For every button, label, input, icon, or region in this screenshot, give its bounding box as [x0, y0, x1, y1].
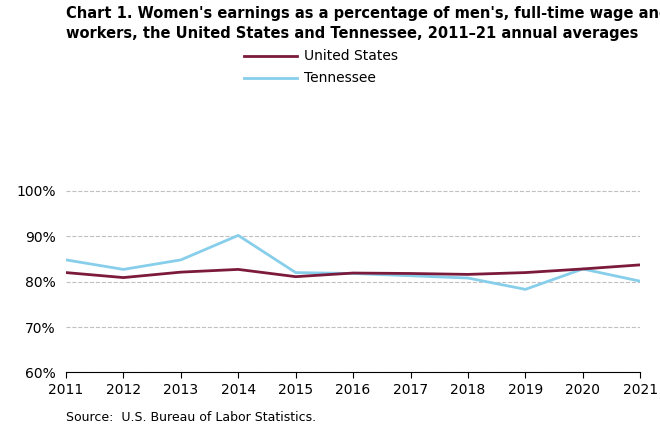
- Text: United States: United States: [304, 49, 397, 63]
- Text: Tennessee: Tennessee: [304, 71, 376, 85]
- Text: Source:  U.S. Bureau of Labor Statistics.: Source: U.S. Bureau of Labor Statistics.: [66, 411, 316, 424]
- Text: Chart 1. Women's earnings as a percentage of men's, full-time wage and salary: Chart 1. Women's earnings as a percentag…: [66, 6, 660, 22]
- Text: workers, the United States and Tennessee, 2011–21 annual averages: workers, the United States and Tennessee…: [66, 26, 638, 41]
